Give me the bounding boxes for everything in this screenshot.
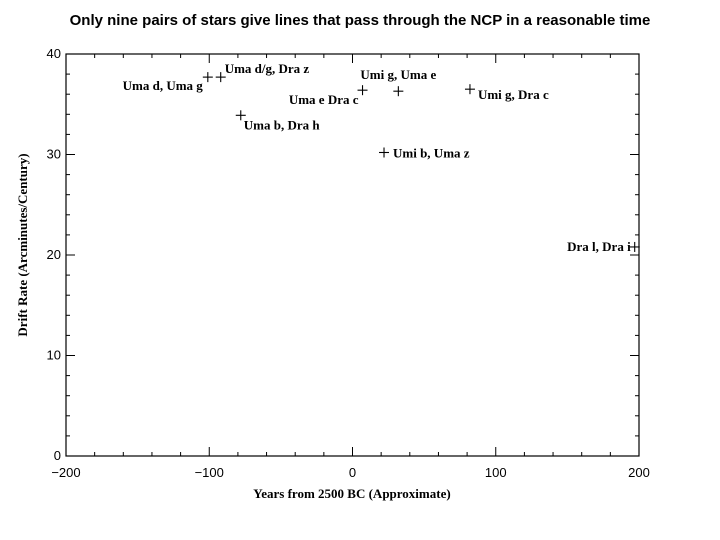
- data-point-label: Uma e Dra c: [289, 92, 359, 107]
- axis-ticks: [65, 53, 640, 457]
- y-tick-label: 40: [47, 46, 61, 61]
- y-tick-label: 20: [47, 247, 61, 262]
- data-point-label: Uma d/g, Dra z: [225, 61, 310, 76]
- data-points: Uma d, Uma g Uma d/g, Dra z Uma b, Dra h Um…: [123, 61, 640, 254]
- y-tick-label: 10: [47, 348, 61, 363]
- x-axis-label: Years from 2500 BC (Approximate): [253, 486, 450, 501]
- data-point-label: Umi g, Dra c: [478, 87, 549, 102]
- data-point-label: Umi b, Uma z: [393, 145, 470, 160]
- y-axis-label: Drift Rate (Arcminutes/Century): [15, 153, 30, 336]
- x-tick-label: 200: [628, 465, 650, 480]
- data-point-label: Uma d, Uma g: [123, 78, 204, 93]
- tick-labels: −200 −100 0 100 200 0 10 20 30 40: [47, 46, 650, 480]
- x-tick-label: 0: [349, 465, 356, 480]
- y-tick-label: 30: [47, 147, 61, 162]
- data-point-label: Umi g, Uma e: [360, 67, 436, 82]
- plot-frame: [65, 53, 640, 457]
- page-title: Only nine pairs of stars give lines that…: [69, 12, 651, 29]
- x-tick-label: 100: [485, 465, 507, 480]
- x-tick-label: −200: [51, 465, 80, 480]
- x-tick-label: −100: [195, 465, 224, 480]
- data-point-label: Dra l, Dra i: [567, 239, 631, 254]
- y-tick-label: 0: [54, 448, 61, 463]
- data-point-label: Uma b, Dra h: [244, 117, 321, 132]
